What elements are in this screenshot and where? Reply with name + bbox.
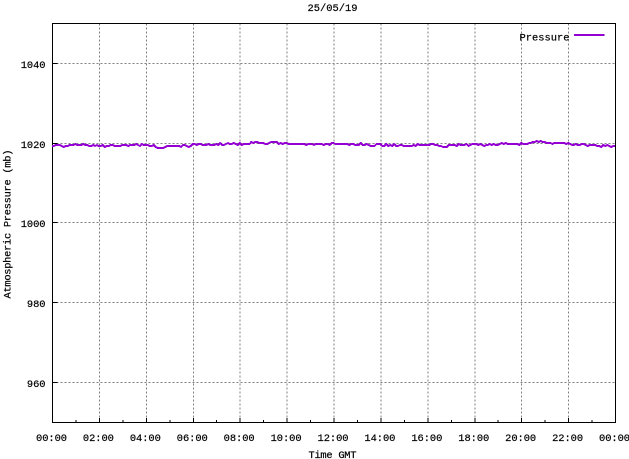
svg-text:22:00: 22:00 [552,433,583,445]
svg-text:16:00: 16:00 [411,433,442,445]
svg-text:Time GMT: Time GMT [309,450,357,459]
svg-text:12:00: 12:00 [318,433,349,445]
svg-text:Pressure: Pressure [520,32,570,44]
svg-text:1040: 1040 [21,60,46,72]
svg-text:25/05/19: 25/05/19 [308,3,358,15]
svg-text:20:00: 20:00 [505,433,536,445]
svg-text:960: 960 [27,379,46,391]
svg-text:06:00: 06:00 [177,433,208,445]
svg-text:980: 980 [27,299,46,311]
svg-text:1020: 1020 [21,140,46,152]
svg-text:18:00: 18:00 [458,433,489,445]
svg-text:02:00: 02:00 [83,433,114,445]
svg-text:10:00: 10:00 [271,433,302,445]
svg-text:1000: 1000 [21,219,46,231]
svg-text:Atmospheric Pressure (mb): Atmospheric Pressure (mb) [3,150,15,299]
svg-text:00:00: 00:00 [599,433,629,445]
svg-text:04:00: 04:00 [130,433,161,445]
svg-text:00:00: 00:00 [36,433,67,445]
svg-text:14:00: 14:00 [364,433,395,445]
svg-text:08:00: 08:00 [224,433,255,445]
